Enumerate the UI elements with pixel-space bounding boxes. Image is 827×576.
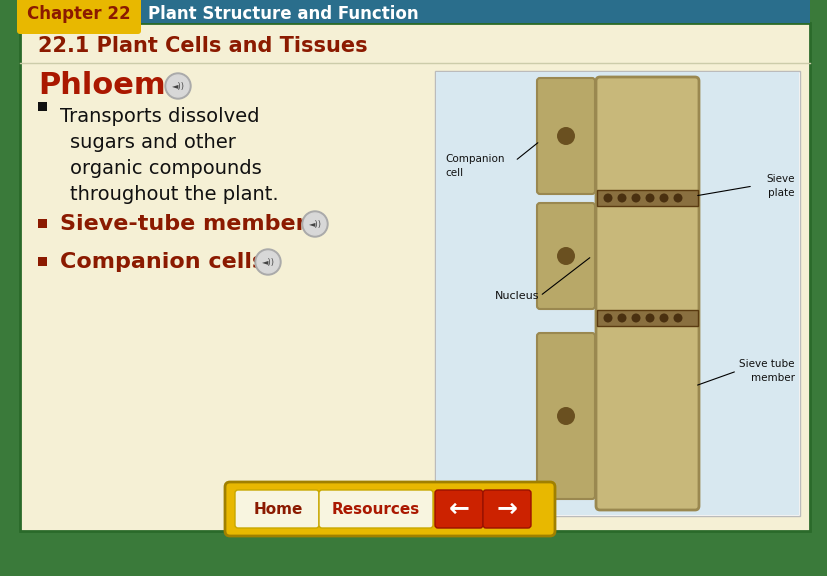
Circle shape [645,194,653,203]
Text: Companion
cell: Companion cell [444,154,504,177]
Circle shape [645,313,653,323]
Circle shape [631,194,640,203]
Text: Chapter 22: Chapter 22 [27,5,131,23]
FancyBboxPatch shape [482,490,530,528]
Circle shape [617,194,626,203]
Circle shape [255,249,280,275]
Text: Phloem: Phloem [38,71,165,100]
FancyBboxPatch shape [38,102,47,111]
Text: Plant Structure and Function: Plant Structure and Function [148,5,418,23]
FancyBboxPatch shape [537,333,595,499]
Circle shape [631,313,640,323]
FancyBboxPatch shape [225,482,554,536]
Text: sugars and other: sugars and other [70,132,236,151]
Circle shape [302,211,327,237]
Circle shape [256,251,279,273]
Text: Resources: Resources [332,502,419,517]
FancyBboxPatch shape [434,490,482,528]
FancyBboxPatch shape [20,23,809,531]
Circle shape [672,313,681,323]
Circle shape [165,73,191,99]
Circle shape [557,127,574,145]
Circle shape [304,213,326,235]
FancyBboxPatch shape [38,257,47,266]
Text: organic compounds: organic compounds [70,158,261,177]
FancyBboxPatch shape [537,203,595,309]
Circle shape [603,194,612,203]
FancyBboxPatch shape [318,490,433,528]
Circle shape [672,194,681,203]
Circle shape [167,75,189,97]
Circle shape [658,194,667,203]
Circle shape [603,313,612,323]
Text: Sieve tube
member: Sieve tube member [739,359,794,382]
Text: Nucleus: Nucleus [495,291,539,301]
FancyBboxPatch shape [17,0,141,34]
Circle shape [658,313,667,323]
Circle shape [557,247,574,265]
Text: ◄)): ◄)) [308,219,321,229]
Text: Sieve
plate: Sieve plate [766,175,794,198]
Text: ◄)): ◄)) [171,81,184,90]
Circle shape [617,313,626,323]
FancyBboxPatch shape [434,71,799,516]
Text: throughout the plant.: throughout the plant. [70,184,279,203]
Text: ←: ← [448,497,469,521]
Text: ◄)): ◄)) [261,257,275,267]
FancyBboxPatch shape [235,490,318,528]
FancyBboxPatch shape [537,78,595,194]
FancyBboxPatch shape [436,72,798,515]
Circle shape [557,407,574,425]
Text: Transports dissolved: Transports dissolved [60,107,259,126]
FancyBboxPatch shape [20,0,809,23]
FancyBboxPatch shape [596,310,697,326]
FancyBboxPatch shape [38,219,47,228]
FancyBboxPatch shape [596,190,697,206]
Text: Sieve-tube member: Sieve-tube member [60,214,306,234]
FancyBboxPatch shape [595,77,698,510]
Text: 22.1 Plant Cells and Tissues: 22.1 Plant Cells and Tissues [38,36,367,56]
Text: Companion cells: Companion cells [60,252,265,272]
Text: Home: Home [253,502,303,517]
Text: →: → [496,497,517,521]
